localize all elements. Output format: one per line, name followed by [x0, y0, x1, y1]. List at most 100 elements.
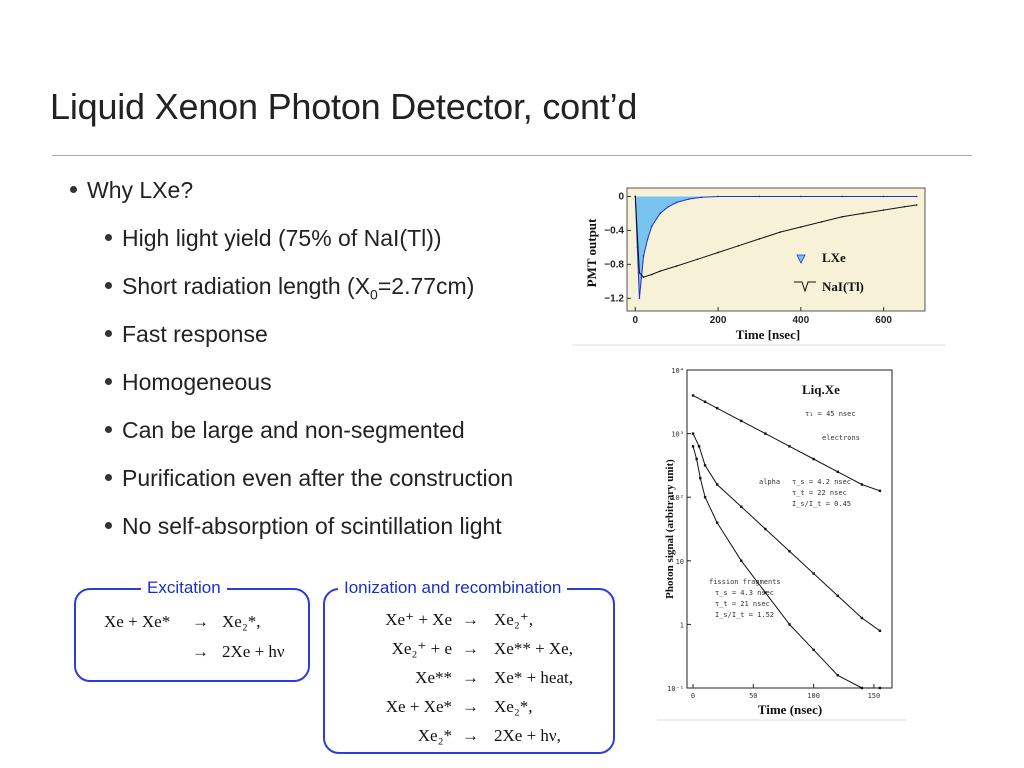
nai-point	[717, 251, 719, 254]
excitation-box	[74, 588, 310, 682]
chart1-x-tick-label: 0	[632, 315, 638, 326]
nai-point	[779, 231, 781, 233]
slide-title: Liquid Xenon Photon Detector, cont’d	[50, 86, 638, 127]
chart1-y-ticks: 0 −0.4 −0.8 −1.2	[604, 191, 631, 304]
nai-point	[903, 205, 906, 208]
legend-nai-label: NaI(Tl)	[822, 279, 864, 294]
ionization-label: Ionization and recombination	[338, 578, 568, 598]
decay-curve-electrons	[692, 394, 881, 492]
decay-point	[740, 505, 743, 508]
decay-point	[836, 594, 839, 597]
annot-alpha: alpha	[759, 478, 780, 486]
bullet-text: Can be large and non-segmented	[122, 417, 465, 443]
decay-point	[788, 445, 791, 448]
annot-tau1: τ₁ = 45 nsec	[805, 410, 856, 418]
chart2-series	[691, 394, 882, 690]
eq-rhs: Xe₂*,	[494, 697, 533, 716]
decay-point	[764, 527, 767, 531]
decay-point	[695, 457, 698, 461]
chart2-y-tick-label: 1	[680, 621, 684, 629]
sub-bullet: Fast response	[105, 321, 268, 348]
chart1-x-tick-label: 200	[710, 315, 727, 326]
bullet-dot	[70, 186, 77, 194]
bullet-dot	[105, 234, 112, 242]
bullet-text: Homogeneous	[122, 369, 272, 395]
lxe-series	[634, 195, 918, 300]
eq-arrow: →	[462, 726, 479, 745]
eq-lhs: Xe₂*	[417, 726, 452, 745]
eq-lhs: Xe + Xe*	[104, 612, 171, 631]
bullet-text: Fast response	[122, 321, 268, 347]
chart2-y-tick-label: 10⁻¹	[667, 685, 684, 693]
chart2-ylabel: Photon signal (arbitrary unit)	[664, 459, 676, 599]
chart2-x-tick-label: 50	[749, 692, 757, 700]
lxe-line	[634, 196, 917, 299]
annot-electrons: electrons	[822, 434, 860, 442]
lxe-point	[640, 276, 643, 278]
nai-point	[915, 204, 918, 206]
lxe-point	[638, 297, 641, 300]
nai-point	[696, 258, 699, 261]
lxe-point	[915, 195, 918, 198]
chart2-y-tick-label: 10³	[671, 431, 684, 439]
chart1-x-tick-label: 400	[792, 315, 809, 326]
nai-point	[841, 216, 844, 218]
decay-point	[703, 464, 707, 467]
decay-point	[703, 496, 707, 499]
sub-bullet: Purification even after the construction	[105, 465, 513, 492]
sub-bullet: Homogeneous	[105, 369, 272, 396]
decay-point	[812, 648, 815, 652]
decay-point	[715, 483, 719, 486]
bullet-dot	[105, 426, 112, 434]
bullet-text: Purification even after the construction	[122, 465, 514, 491]
chart2-canvas	[657, 362, 907, 722]
nai-point	[675, 265, 678, 267]
nai-point	[634, 195, 637, 198]
annot-fission: fission fragments	[709, 578, 781, 586]
title-rule	[52, 155, 972, 156]
chart2-y-tick-label: 10	[676, 558, 684, 566]
nai-point	[862, 212, 864, 215]
liqxe-decay-chart: 0 50 100 150 10⁴ 10³ 10² 10 1 10⁻¹ Liq.Xe Time (…	[657, 362, 907, 722]
lxe-point	[667, 205, 670, 208]
eq-lhs: Xe₂⁺ + e	[391, 639, 452, 658]
lxe-point	[700, 196, 703, 199]
eq-lhs: Xe**	[415, 668, 452, 687]
nai-point	[800, 226, 802, 228]
nai-point	[758, 238, 761, 240]
lxe-point	[758, 195, 761, 198]
eq-lhs: Xe + Xe*	[385, 697, 452, 716]
chart1-y-tick-label: 0	[618, 191, 624, 202]
nai-series	[634, 195, 918, 278]
nai-point	[820, 221, 823, 223]
decay-point	[691, 432, 695, 435]
pmt-output-chart: 0 200 400 600 0 −0.4 −0.8 −1.2 Time [nsec] PMT…	[572, 183, 945, 346]
chart2-y-ticks: 10⁴ 10³ 10² 10 1 10⁻¹	[667, 367, 691, 693]
annot-alpha-taut: τ_t = 22 nsec	[792, 489, 847, 497]
eq-arrow: →	[462, 639, 479, 658]
eq-rhs: Xe₂*,	[222, 612, 261, 631]
eq-rhs: 2Xe + hν	[222, 642, 285, 661]
decay-point	[697, 445, 701, 448]
sub-bullet: High light yield (75% of NaI(Tl))	[105, 225, 442, 252]
chart2-y-tick-label: 10⁴	[671, 367, 684, 375]
nai-point	[651, 273, 653, 276]
eq-arrow: →	[192, 612, 209, 631]
eq-rhs: Xe** + Xe,	[494, 639, 573, 658]
lxe-point	[659, 212, 661, 215]
decay-point	[860, 483, 864, 486]
decay-curve-fission-fragments	[692, 446, 880, 689]
decay-point	[788, 550, 791, 553]
decay-point	[860, 616, 864, 620]
bullet-dot	[105, 474, 112, 482]
sub-bullet: No self-absorption of scintillation ligh…	[105, 513, 502, 540]
lxe-area	[635, 196, 917, 299]
bullet-dot	[105, 378, 112, 386]
bullet-dot	[105, 522, 112, 530]
decay-point	[812, 457, 815, 461]
chart2-x-ticks: 0 50 100 150	[691, 684, 880, 700]
chart1-y-tick-label: −0.8	[604, 259, 624, 270]
chart2-plot-area	[686, 369, 893, 689]
decay-point	[699, 476, 702, 480]
eq-lhs: Xe⁺ + Xe	[385, 610, 452, 629]
